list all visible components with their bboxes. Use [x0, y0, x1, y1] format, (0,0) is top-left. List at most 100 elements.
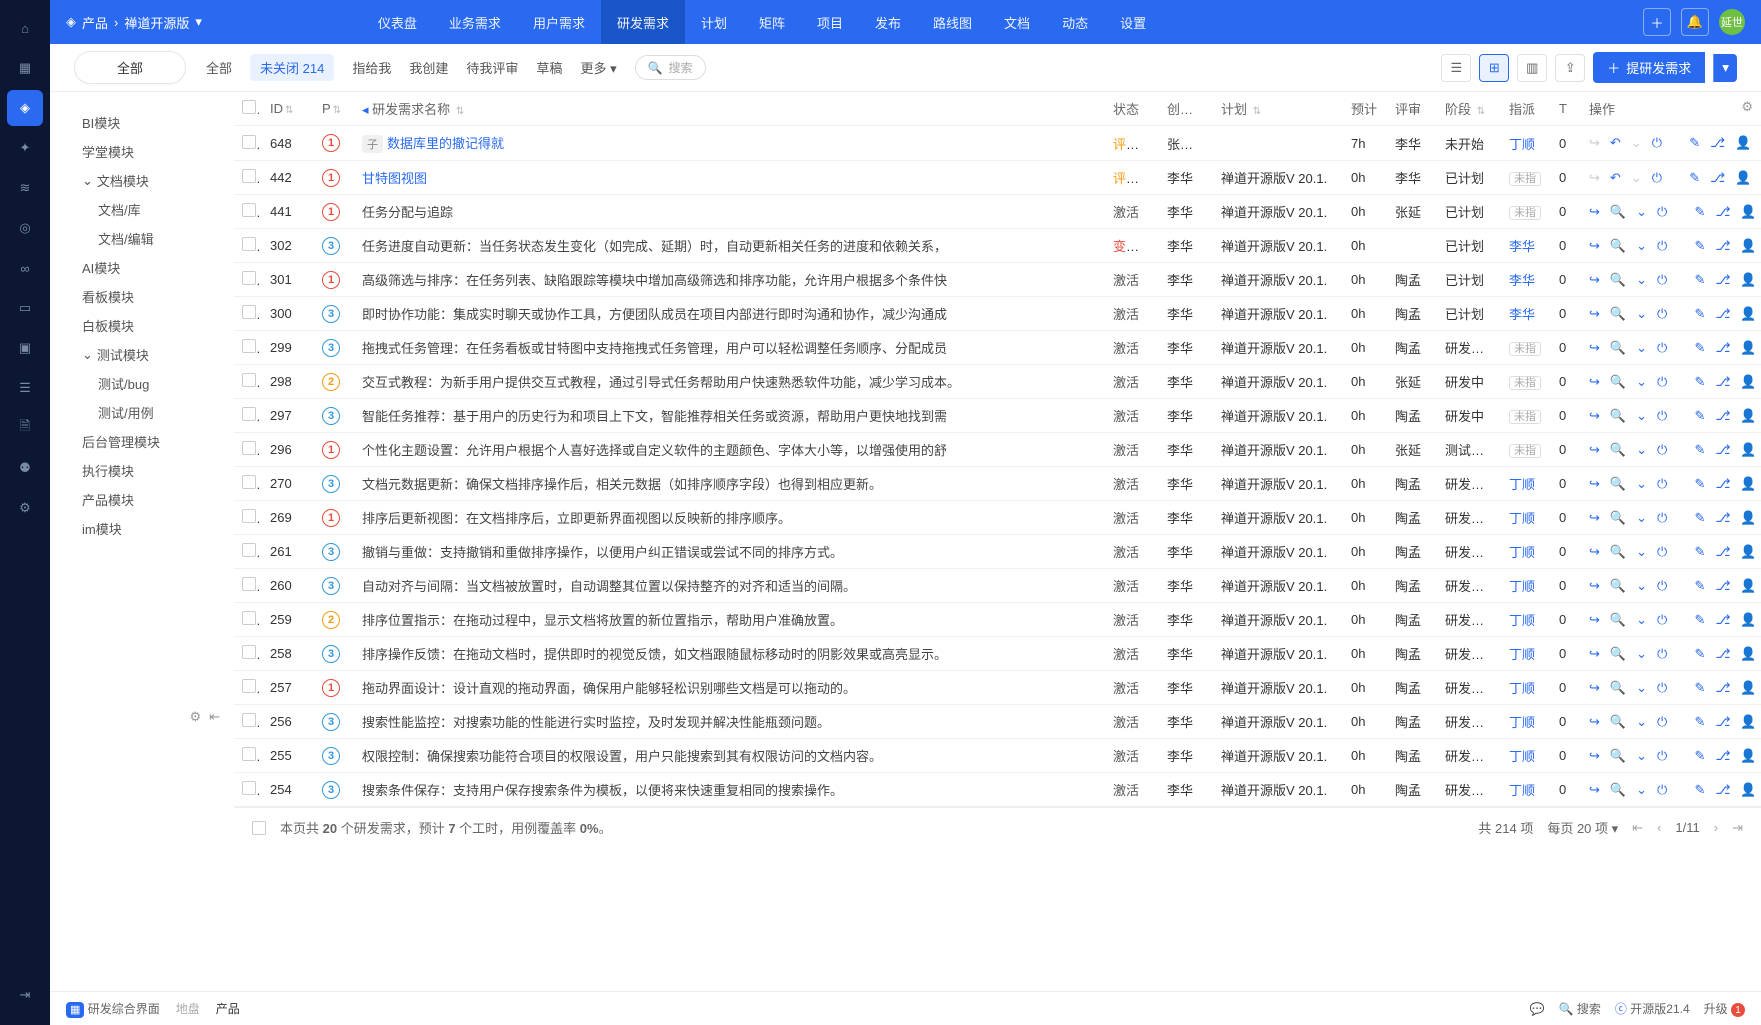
row-checkbox[interactable]	[242, 781, 256, 795]
chevron-down-icon[interactable]: ⌄	[1636, 442, 1647, 458]
edit-icon[interactable]: ✎	[1689, 135, 1700, 151]
change-icon[interactable]: ↪	[1589, 680, 1600, 696]
row-checkbox[interactable]	[242, 271, 256, 285]
status-mode[interactable]: 研发综合界面	[88, 1002, 160, 1016]
tree-item[interactable]: im模块	[74, 514, 224, 543]
branch-icon[interactable]: ⎇	[1715, 272, 1730, 288]
topnav-item[interactable]: 路线图	[917, 0, 988, 44]
assign-link[interactable]: 李华	[1509, 239, 1535, 254]
create-story-dropdown[interactable]: ▾	[1713, 54, 1737, 82]
search-icon[interactable]: 🔍	[1610, 306, 1626, 322]
person-icon[interactable]: 👤	[1740, 442, 1756, 458]
power-icon[interactable]: ⏻	[1657, 612, 1667, 628]
filter-tome[interactable]: 指给我	[352, 58, 391, 77]
story-title[interactable]: 任务分配与追踪	[362, 205, 453, 220]
assign-link[interactable]: 丁顺	[1509, 681, 1535, 696]
assign-link[interactable]: 丁顺	[1509, 715, 1535, 730]
add-button[interactable]: ＋	[1643, 8, 1671, 36]
story-title[interactable]: 高级筛选与排序：在任务列表、缺陷跟踪等模块中增加高级筛选和排序功能，允许用户根据…	[362, 273, 947, 288]
power-icon[interactable]: ⏻	[1657, 544, 1667, 560]
tree-item[interactable]: 执行模块	[74, 456, 224, 485]
branch-icon[interactable]: ⎇	[1715, 340, 1730, 356]
search-icon[interactable]: 🔍	[1610, 612, 1626, 628]
story-title[interactable]: 撤销与重做：支持撤销和重做排序操作，以便用户纠正错误或尝试不同的排序方式。	[362, 545, 843, 560]
story-title[interactable]: 甘特图视图	[362, 171, 427, 186]
topnav-item[interactable]: 动态	[1046, 0, 1104, 44]
chevron-down-icon[interactable]: ⌄	[1636, 680, 1647, 696]
story-title[interactable]: 个性化主题设置：允许用户根据个人喜好选择或自定义软件的主题颜色、字体大小等，以增…	[362, 443, 947, 458]
search-input[interactable]: 🔍 搜索	[635, 55, 706, 80]
topnav-item[interactable]: 研发需求	[601, 0, 685, 44]
pager-perpage[interactable]: 每页 20 项 ▾	[1547, 818, 1618, 837]
edit-icon[interactable]: ✎	[1695, 544, 1706, 560]
cell-id[interactable]: 648	[262, 126, 314, 161]
cell-plan[interactable]: 禅道开源版V 20.1.	[1213, 399, 1343, 433]
cell-plan[interactable]: 禅道开源版V 20.1.	[1213, 433, 1343, 467]
person-icon[interactable]: 👤	[1735, 135, 1751, 151]
person-icon[interactable]: 👤	[1740, 340, 1756, 356]
edit-icon[interactable]: ✎	[1695, 680, 1706, 696]
branch-icon[interactable]: ⎇	[1715, 612, 1730, 628]
branch-icon[interactable]: ⎇	[1715, 408, 1730, 424]
edit-icon[interactable]: ✎	[1695, 748, 1706, 764]
col-review[interactable]: 评审	[1387, 92, 1437, 126]
cell-id[interactable]: 298	[262, 365, 314, 399]
power-icon[interactable]: ⏻	[1657, 476, 1667, 492]
row-checkbox[interactable]	[242, 373, 256, 387]
assign-link[interactable]: 丁顺	[1509, 137, 1535, 152]
edit-icon[interactable]: ✎	[1695, 204, 1706, 220]
assign-link[interactable]: 丁顺	[1509, 545, 1535, 560]
chevron-down-icon[interactable]: ⌄	[1636, 714, 1647, 730]
story-title[interactable]: 文档元数据更新：确保文档排序操作后，相关元数据（如排序顺序字段）也得到相应更新。	[362, 477, 882, 492]
assign-link[interactable]: 丁顺	[1509, 783, 1535, 798]
tree-item[interactable]: 产品模块	[74, 485, 224, 514]
power-icon[interactable]: ⏻	[1657, 238, 1667, 254]
cell-id[interactable]: 256	[262, 705, 314, 739]
person-icon[interactable]: 👤	[1740, 408, 1756, 424]
change-icon[interactable]: ↪	[1589, 272, 1600, 288]
cell-plan[interactable]: 禅道开源版V 20.1.	[1213, 297, 1343, 331]
assign-link[interactable]: 丁顺	[1509, 579, 1535, 594]
branch-icon[interactable]: ⎇	[1715, 544, 1730, 560]
story-title[interactable]: 搜索性能监控：对搜索功能的性能进行实时监控，及时发现并解决性能瓶颈问题。	[362, 715, 830, 730]
search-icon[interactable]: 🔍	[1610, 544, 1626, 560]
tree-item[interactable]: AI模块	[74, 253, 224, 282]
edit-icon[interactable]: ✎	[1695, 612, 1706, 628]
tree-item[interactable]: 文档/编辑	[74, 224, 224, 253]
row-checkbox[interactable]	[242, 713, 256, 727]
cell-plan[interactable]: 禅道开源版V 20.1.	[1213, 535, 1343, 569]
assign-none[interactable]: 未指	[1509, 376, 1541, 390]
chevron-down-icon[interactable]: ⌄	[1636, 748, 1647, 764]
assign-link[interactable]: 丁顺	[1509, 477, 1535, 492]
cell-id[interactable]: 300	[262, 297, 314, 331]
row-checkbox[interactable]	[242, 475, 256, 489]
branch-icon[interactable]: ⎇	[1715, 714, 1730, 730]
power-icon[interactable]: ⏻	[1657, 306, 1667, 322]
pager-prev-icon[interactable]: ‹	[1657, 820, 1661, 835]
row-checkbox[interactable]	[242, 135, 256, 149]
story-title[interactable]: 智能任务推荐：基于用户的历史行为和项目上下文，智能推荐相关任务或资源，帮助用户更…	[362, 409, 947, 424]
search-icon[interactable]: 🔍	[1610, 680, 1626, 696]
cell-id[interactable]: 254	[262, 773, 314, 807]
create-story-button[interactable]: ＋ 提研发需求	[1593, 52, 1705, 83]
change-icon[interactable]: ↪	[1589, 476, 1600, 492]
change-icon[interactable]: ↪	[1589, 306, 1600, 322]
chevron-down-icon[interactable]: ⌄	[1636, 306, 1647, 322]
view-tree-icon[interactable]: ⊞	[1479, 54, 1509, 82]
power-icon[interactable]: ⏻	[1657, 340, 1667, 356]
topnav-item[interactable]: 业务需求	[433, 0, 517, 44]
change-icon[interactable]: ↪	[1589, 340, 1600, 356]
person-icon[interactable]: 👤	[1740, 272, 1756, 288]
edit-icon[interactable]: ✎	[1695, 374, 1706, 390]
cell-id[interactable]: 296	[262, 433, 314, 467]
cell-id[interactable]: 257	[262, 671, 314, 705]
chat-icon[interactable]: 💬	[1530, 1002, 1545, 1016]
avatar[interactable]: 延世	[1719, 9, 1745, 35]
branch-icon[interactable]: ⎇	[1715, 510, 1730, 526]
cell-id[interactable]: 258	[262, 637, 314, 671]
change-icon[interactable]: ↪	[1589, 408, 1600, 424]
edit-icon[interactable]: ✎	[1695, 408, 1706, 424]
row-checkbox[interactable]	[242, 543, 256, 557]
power-icon[interactable]: ⏻	[1657, 714, 1667, 730]
assign-link[interactable]: 丁顺	[1509, 749, 1535, 764]
